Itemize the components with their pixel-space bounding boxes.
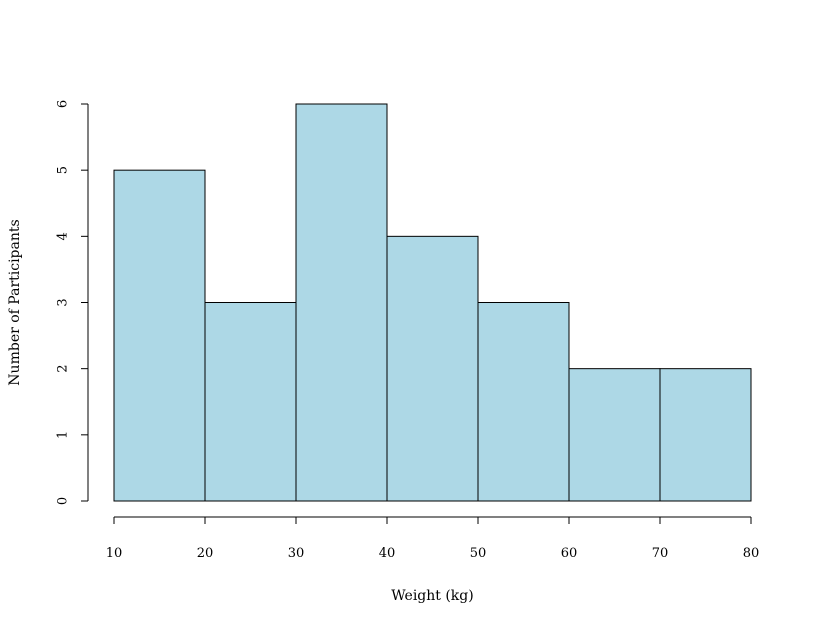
- histogram-bar-50-60: [477, 302, 570, 502]
- x-tick-label: 50: [470, 546, 487, 561]
- x-tick-label: 40: [379, 546, 396, 561]
- x-tick-label: 20: [197, 546, 214, 561]
- x-tick-label: 70: [652, 546, 669, 561]
- x-tick-label: 10: [106, 546, 123, 561]
- y-tick-label: 3: [56, 298, 71, 306]
- y-tick-label: 1: [56, 431, 71, 439]
- x-tick-label: 80: [743, 546, 760, 561]
- histogram-bar-20-30: [204, 302, 297, 502]
- x-tick-label: 60: [561, 546, 578, 561]
- histogram-bar-10-20: [113, 169, 206, 502]
- y-tick-label: 6: [56, 100, 71, 108]
- x-axis: 10 20 30 40 50 60 70 80: [106, 516, 760, 561]
- histogram-bar-70-80: [659, 368, 752, 502]
- histogram-bar-30-40: [295, 103, 388, 502]
- histogram-bar-60-70: [568, 368, 661, 502]
- x-tick-label: 30: [288, 546, 305, 561]
- y-tick-label: 2: [56, 365, 71, 373]
- y-tick-label: 0: [56, 497, 71, 505]
- y-tick-label: 4: [56, 232, 71, 240]
- x-axis-title: Weight (kg): [391, 588, 473, 604]
- histogram-bar-40-50: [386, 235, 479, 502]
- y-tick-label: 5: [56, 166, 71, 174]
- y-axis: 0 1 2 3 4 5 6: [56, 100, 89, 505]
- y-axis-title: Number of Participants: [7, 219, 23, 385]
- bars-group: [113, 103, 752, 502]
